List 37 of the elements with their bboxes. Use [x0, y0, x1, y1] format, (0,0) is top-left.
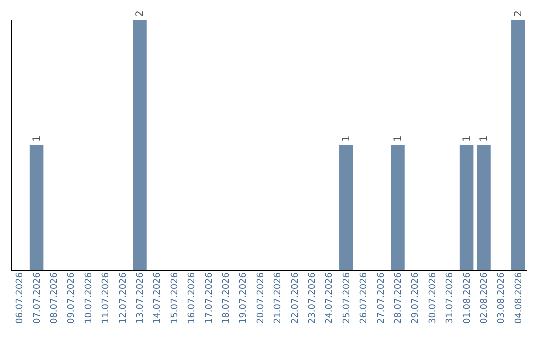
data-label: 1 — [341, 136, 352, 142]
x-tick-label: 01.08.2026 — [462, 272, 473, 324]
x-tick-label: 03.08.2026 — [497, 272, 508, 324]
x-tick-label: 23.07.2026 — [308, 272, 318, 324]
data-label: 2 — [513, 10, 524, 17]
x-tick-label: 11.07.2026 — [102, 272, 112, 324]
x-tick-label: 21.07.2026 — [274, 272, 284, 324]
x-tick-label: 04.08.2026 — [514, 272, 524, 324]
x-tick-label: 13.07.2026 — [136, 272, 146, 324]
x-tick-label: 02.08.2026 — [480, 272, 490, 324]
data-label: 1 — [479, 136, 490, 142]
x-tick-label: 12.07.2026 — [118, 272, 129, 324]
x-tick-label: 27.07.2026 — [376, 272, 387, 324]
x-tick-label: 16.07.2026 — [188, 272, 198, 324]
x-tick-label: 19.07.2026 — [239, 272, 250, 324]
x-tick-label: 18.07.2026 — [222, 272, 232, 324]
data-label: 1 — [393, 136, 404, 142]
data-label: 1 — [462, 136, 473, 142]
x-tick-label: 31.07.2026 — [446, 272, 456, 324]
x-tick-label: 06.07.2026 — [16, 272, 26, 324]
x-tick-label: 14.07.2026 — [153, 272, 164, 324]
x-tick-label: 28.07.2026 — [394, 272, 404, 324]
x-tick-label: 22.07.2026 — [290, 272, 301, 324]
data-label: 2 — [135, 10, 146, 17]
x-tick-label: 29.07.2026 — [411, 272, 422, 324]
x-tick-label: 20.07.2026 — [256, 272, 266, 324]
x-tick-label: 17.07.2026 — [204, 272, 215, 324]
x-tick-label: 26.07.2026 — [360, 272, 370, 324]
x-tick-label: 30.07.2026 — [428, 272, 438, 324]
data-label: 1 — [32, 136, 43, 142]
x-tick-label: 25.07.2026 — [342, 272, 352, 324]
x-tick-label: 07.07.2026 — [32, 272, 43, 324]
x-tick-label: 09.07.2026 — [67, 272, 78, 324]
x-tick-label: 24.07.2026 — [325, 272, 336, 324]
x-tick-label: 08.07.2026 — [50, 272, 60, 324]
x-tick-label: 10.07.2026 — [84, 272, 94, 324]
x-tick-label: 15.07.2026 — [170, 272, 180, 324]
